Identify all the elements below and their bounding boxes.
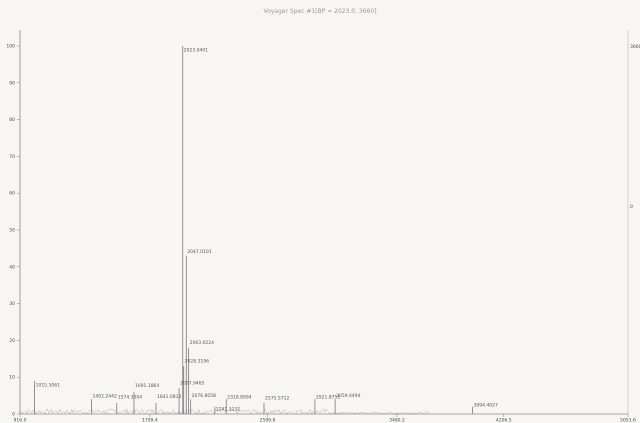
peak-label: 2575.5712 bbox=[265, 395, 289, 401]
x-tick-label: 2599.8 bbox=[260, 418, 276, 423]
y-tick-label: 30 bbox=[9, 301, 15, 307]
y-tick-label: 100 bbox=[6, 44, 15, 50]
y-tick-label: 80 bbox=[9, 117, 15, 123]
y-tick-label: 10 bbox=[9, 375, 15, 381]
peak-label: 1841.0813 bbox=[157, 394, 181, 400]
peak-label: 2241.3132 bbox=[216, 406, 240, 412]
peak-label: 2047.0101 bbox=[187, 249, 211, 255]
peak-label-group: 1015.3061 1402.2442 1574.3004 1691.1864 1841… bbox=[36, 48, 498, 413]
peak-label: 2921.8751 bbox=[316, 395, 340, 401]
peak-sticks bbox=[34, 46, 473, 414]
peak-label: 2318.8994 bbox=[227, 395, 251, 401]
right-axis-mid-label: 0 bbox=[630, 204, 633, 210]
chart-title: Voyager Spec #1[BP = 2023.0, 3660] bbox=[263, 8, 376, 15]
y-tick-label: 70 bbox=[9, 154, 15, 160]
peak-label: 1015.3061 bbox=[36, 382, 60, 388]
x-tick-group: 916.0 1799.4 2599.8 3480.2 4206.5 5051.6 bbox=[14, 414, 636, 423]
peak-label: 1574.3004 bbox=[118, 395, 142, 401]
y-tick-group: 0 10 20 30 40 50 60 70 80 90 100 bbox=[6, 44, 20, 418]
y-tick-label: 90 bbox=[9, 80, 15, 86]
right-axis-top-label: 3660 bbox=[630, 44, 640, 50]
y-tick-label: 50 bbox=[9, 228, 15, 234]
x-tick-label: 3480.2 bbox=[389, 418, 405, 423]
peak-label: 2063.0224 bbox=[190, 340, 214, 346]
peak-label: 2028.3196 bbox=[185, 358, 209, 364]
peak-label: 2076.8058 bbox=[192, 393, 216, 399]
y-tick-label: 20 bbox=[9, 338, 15, 344]
peak-label: 2007.9465 bbox=[180, 381, 204, 387]
x-tick-label: 5051.6 bbox=[620, 418, 636, 423]
peak-label: 1402.2442 bbox=[92, 393, 116, 399]
peak-label: 2023.0401 bbox=[184, 48, 208, 54]
x-tick-label: 916.0 bbox=[14, 418, 27, 423]
peak-label: 3994.4027 bbox=[474, 403, 498, 409]
y-tick-label: 60 bbox=[9, 191, 15, 197]
y-tick-label: 40 bbox=[9, 264, 15, 270]
baseline-noise bbox=[19, 408, 430, 415]
noise-trace bbox=[19, 408, 430, 415]
x-tick-label: 1799.4 bbox=[142, 418, 158, 423]
peak-label: 1691.1864 bbox=[135, 383, 159, 389]
x-tick-label: 4206.5 bbox=[496, 418, 512, 423]
peak-label: 3059.4494 bbox=[336, 393, 360, 399]
y-tick-label: 0 bbox=[12, 412, 15, 418]
